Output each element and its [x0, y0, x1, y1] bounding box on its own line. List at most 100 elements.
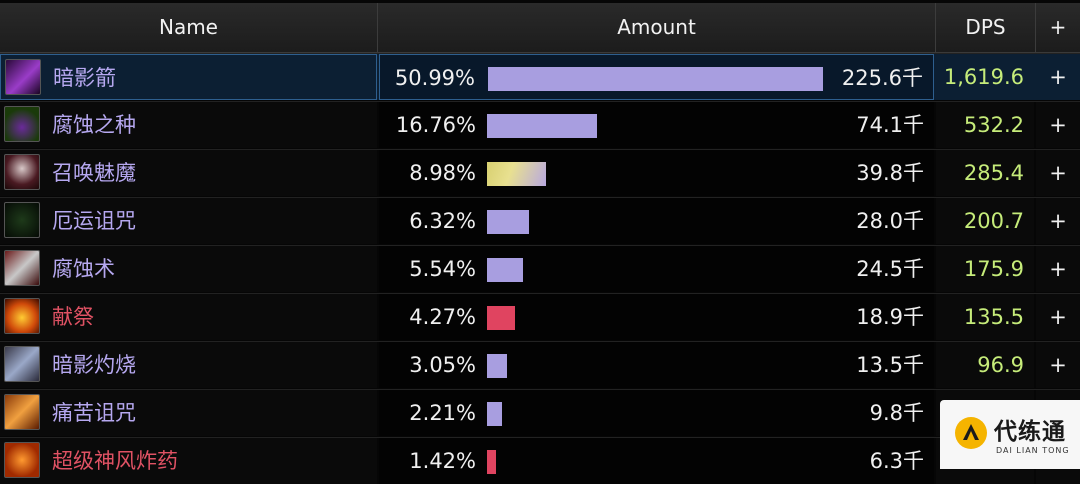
damage-share-bar — [487, 210, 529, 234]
damage-percent: 8.98% — [409, 161, 476, 185]
spell-name: 召唤魅魔 — [52, 161, 136, 185]
damage-amount: 39.8千 — [856, 161, 924, 185]
dps-cell: 96.9 — [936, 342, 1034, 388]
curse-of-doom-icon — [4, 202, 40, 238]
dps-value: 96.9 — [977, 353, 1024, 377]
spell-name-cell[interactable]: 暗影灼烧 — [0, 342, 377, 388]
spell-name-cell[interactable]: 腐蚀术 — [0, 246, 377, 292]
watermark: 代练通 DAI LIAN TONG — [940, 400, 1080, 469]
damage-percent: 6.32% — [409, 209, 476, 233]
damage-percent: 3.05% — [409, 353, 476, 377]
spell-name-cell[interactable]: 献祭 — [0, 294, 377, 340]
table-row[interactable]: 腐蚀之种 16.76% 74.1千 532.2 + — [0, 101, 1080, 148]
dps-value: 532.2 — [963, 113, 1024, 137]
spell-name: 腐蚀术 — [52, 257, 115, 281]
damage-amount: 225.6千 — [841, 66, 923, 90]
spell-name: 献祭 — [52, 305, 94, 329]
damage-percent: 16.76% — [395, 113, 476, 137]
table-row[interactable]: 厄运诅咒 6.32% 28.0千 200.7 + — [0, 197, 1080, 244]
table-row[interactable]: 献祭 4.27% 18.9千 135.5 + — [0, 293, 1080, 340]
table-row[interactable]: 腐蚀术 5.54% 24.5千 175.9 + — [0, 245, 1080, 292]
amount-cell: 3.05% 13.5千 — [379, 342, 934, 388]
damage-share-bar — [487, 162, 546, 186]
damage-share-bar — [487, 402, 502, 426]
column-header-name[interactable]: Name — [0, 3, 378, 52]
amount-cell: 4.27% 18.9千 — [379, 294, 934, 340]
damage-share-bar — [487, 114, 597, 138]
table-row[interactable]: 暗影灼烧 3.05% 13.5千 96.9 + — [0, 341, 1080, 388]
dailiantong-logo-icon — [955, 417, 987, 449]
damage-meter-table: Name Amount DPS + 暗影箭 50.99% 225.6千 1,619.6… — [0, 3, 1080, 478]
spell-name-cell[interactable]: 超级神风炸药 — [0, 438, 377, 484]
goblin-sapper-charge-icon — [4, 442, 40, 478]
damage-amount: 28.0千 — [856, 209, 924, 233]
expand-row-button[interactable]: + — [1036, 54, 1080, 100]
expand-row-button[interactable]: + — [1036, 246, 1080, 292]
dps-cell: 532.2 — [936, 102, 1034, 148]
corruption-icon — [4, 250, 40, 286]
amount-cell: 2.21% 9.8千 — [379, 390, 934, 436]
spell-name: 厄运诅咒 — [52, 209, 136, 233]
amount-cell: 6.32% 28.0千 — [379, 198, 934, 244]
dps-value: 285.4 — [963, 161, 1024, 185]
spell-name-cell[interactable]: 暗影箭 — [0, 54, 377, 100]
watermark-subtitle: DAI LIAN TONG — [996, 446, 1070, 455]
amount-cell: 5.54% 24.5千 — [379, 246, 934, 292]
damage-percent: 5.54% — [409, 257, 476, 281]
watermark-title: 代练通 — [994, 419, 1066, 445]
dps-cell: 1,619.6 — [936, 54, 1034, 100]
damage-amount: 24.5千 — [856, 257, 924, 281]
expand-row-button[interactable]: + — [1036, 198, 1080, 244]
immolate-icon — [4, 298, 40, 334]
spell-name: 超级神风炸药 — [52, 449, 178, 473]
seed-of-corruption-icon — [4, 106, 40, 142]
dps-value: 200.7 — [963, 209, 1024, 233]
dps-cell: 135.5 — [936, 294, 1034, 340]
spell-name-cell[interactable]: 召唤魅魔 — [0, 150, 377, 196]
dps-cell: 175.9 — [936, 246, 1034, 292]
spell-name-cell[interactable]: 厄运诅咒 — [0, 198, 377, 244]
shadowburn-icon — [4, 346, 40, 382]
damage-share-bar — [487, 450, 496, 474]
spell-name: 腐蚀之种 — [52, 113, 136, 137]
dps-value: 1,619.6 — [943, 65, 1024, 89]
amount-cell: 8.98% 39.8千 — [379, 150, 934, 196]
damage-amount: 13.5千 — [856, 353, 924, 377]
damage-amount: 9.8千 — [869, 401, 924, 425]
column-header-dps[interactable]: DPS — [936, 3, 1036, 52]
expand-row-button[interactable]: + — [1036, 342, 1080, 388]
dps-value: 135.5 — [963, 305, 1024, 329]
table-row[interactable]: 暗影箭 50.99% 225.6千 1,619.6 + — [0, 53, 1080, 100]
amount-cell: 16.76% 74.1千 — [379, 102, 934, 148]
damage-percent: 2.21% — [409, 401, 476, 425]
damage-percent: 1.42% — [409, 449, 476, 473]
damage-amount: 74.1千 — [856, 113, 924, 137]
spell-name: 暗影箭 — [53, 66, 116, 90]
damage-amount: 18.9千 — [856, 305, 924, 329]
add-column-button[interactable]: + — [1049, 15, 1067, 39]
expand-row-button[interactable]: + — [1036, 150, 1080, 196]
expand-row-button[interactable]: + — [1036, 102, 1080, 148]
dps-cell: 200.7 — [936, 198, 1034, 244]
spell-name: 暗影灼烧 — [52, 353, 136, 377]
damage-share-bar — [487, 354, 507, 378]
spell-name-cell[interactable]: 腐蚀之种 — [0, 102, 377, 148]
damage-amount: 6.3千 — [869, 449, 924, 473]
curse-of-agony-icon — [4, 394, 40, 430]
damage-share-bar — [487, 258, 523, 282]
damage-percent: 50.99% — [394, 66, 475, 90]
spell-name-cell[interactable]: 痛苦诅咒 — [0, 390, 377, 436]
spell-name: 痛苦诅咒 — [52, 401, 136, 425]
amount-cell: 1.42% 6.3千 — [379, 438, 934, 484]
column-header-amount[interactable]: Amount — [378, 3, 936, 52]
table-header: Name Amount DPS + — [0, 3, 1080, 53]
damage-share-bar — [488, 67, 823, 91]
expand-row-button[interactable]: + — [1036, 294, 1080, 340]
table-row[interactable]: 召唤魅魔 8.98% 39.8千 285.4 + — [0, 149, 1080, 196]
damage-share-bar — [487, 306, 515, 330]
shadow-bolt-icon — [5, 59, 41, 95]
summon-succubus-icon — [4, 154, 40, 190]
dps-cell: 285.4 — [936, 150, 1034, 196]
